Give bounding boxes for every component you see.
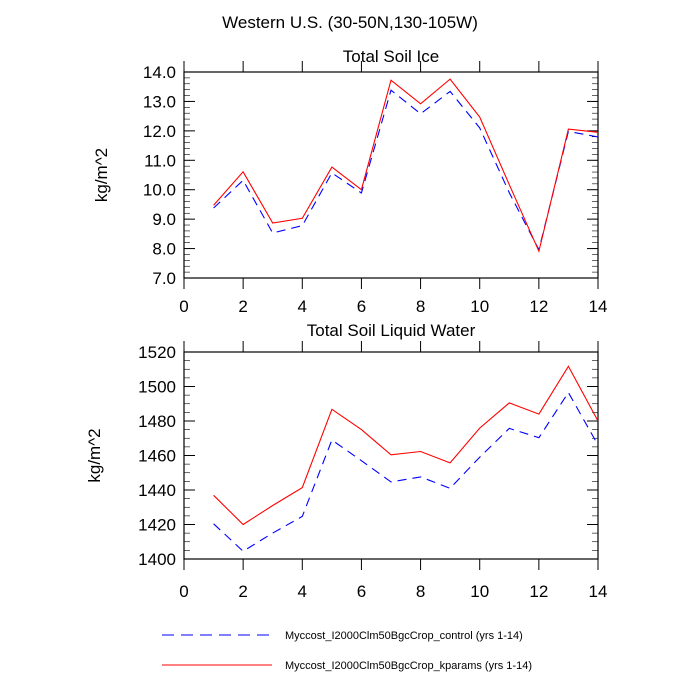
plot-1: Total Soil Ice kg/m^2 7.0 8.0 9.0 10.0 11.0 12.… — [92, 47, 607, 316]
y-tick-label: 1520 — [138, 343, 176, 362]
x-tick-label: 14 — [589, 297, 608, 316]
legend-label-control: Myccost_I2000Clm50BgcCrop_control (yrs 1… — [285, 630, 523, 642]
legend: Myccost_I2000Clm50BgcCrop_control (yrs 1… — [162, 630, 532, 672]
x-tick-label: 10 — [470, 582, 489, 601]
y-tick-label: 1440 — [138, 481, 176, 500]
x-tick-label: 12 — [529, 297, 548, 316]
plot-frame — [183, 71, 599, 279]
series-line-control — [213, 391, 599, 552]
series-line-kparams — [213, 365, 599, 526]
y-tick-label: 1400 — [138, 550, 176, 569]
plot-title: Total Soil Ice — [343, 47, 439, 66]
x-tick-label: 0 — [179, 297, 188, 316]
x-tick-label: 4 — [298, 582, 307, 601]
x-tick-label: 6 — [357, 582, 366, 601]
x-tick-label: 4 — [298, 297, 307, 316]
y-tick-label: 13.0 — [143, 92, 176, 111]
x-tick-label: 6 — [357, 297, 366, 316]
y-tick-label: 14.0 — [143, 63, 176, 82]
x-tick-label: 8 — [416, 297, 425, 316]
y-tick-label: 12.0 — [143, 122, 176, 141]
y-tick-label: 7.0 — [152, 269, 176, 288]
plot-frame — [183, 351, 599, 560]
series-line-kparams — [213, 78, 599, 253]
plot-title: Total Soil Liquid Water — [307, 321, 476, 340]
y-tick-label: 11.0 — [144, 151, 176, 170]
figure-title: Western U.S. (30-50N,130-105W) — [222, 13, 478, 32]
y-tick-label: 10.0 — [143, 181, 176, 200]
x-tick-label: 10 — [470, 297, 489, 316]
x-tick-label: 12 — [529, 582, 548, 601]
series-line-control — [213, 89, 599, 252]
y-tick-label: 1500 — [138, 378, 176, 397]
legend-label-kparams: Myccost_I2000Clm50BgcCrop_kparams (yrs 1… — [285, 660, 532, 672]
y-tick-label: 8.0 — [152, 240, 176, 259]
y-axis-label: kg/m^2 — [92, 148, 111, 202]
x-tick-label: 14 — [589, 582, 608, 601]
plot-2: Total Soil Liquid Waterkg/m^214001420144… — [85, 321, 607, 601]
y-tick-label: 1420 — [138, 516, 176, 535]
x-tick-label: 2 — [238, 582, 247, 601]
y-axis-label: kg/m^2 — [85, 428, 104, 482]
y-tick-label: 9.0 — [152, 210, 176, 229]
y-tick-label: 1480 — [138, 412, 176, 431]
x-tick-label: 2 — [238, 297, 247, 316]
x-tick-label: 8 — [416, 582, 425, 601]
x-tick-label: 0 — [179, 582, 188, 601]
y-tick-label: 1460 — [138, 447, 176, 466]
